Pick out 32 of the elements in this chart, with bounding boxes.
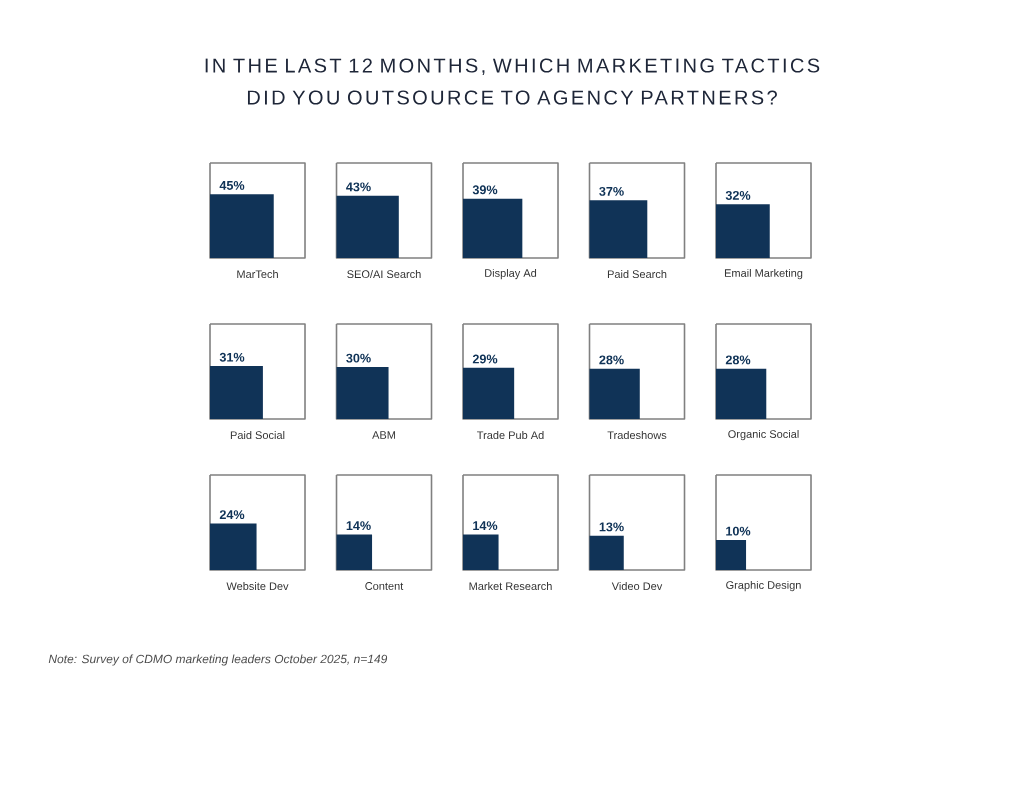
data-label: 24% <box>219 510 245 520</box>
category-label: Content <box>365 582 404 590</box>
category-label: Graphic Design <box>726 580 801 592</box>
category-label: Tradeshows <box>607 430 667 440</box>
category-label: Video Dev <box>611 581 663 591</box>
data-label: 14% <box>346 521 371 531</box>
data-label: 13% <box>599 522 624 532</box>
category-label: Website Dev <box>226 581 289 591</box>
data-label: 29% <box>472 354 498 364</box>
category-label: Paid Search <box>607 269 667 279</box>
data-label: 30% <box>346 353 371 363</box>
data-label: 28% <box>725 355 751 365</box>
category-label: Trade Pub Ad <box>477 430 544 440</box>
data-label: 31% <box>219 352 245 362</box>
category-label: Email Marketing <box>724 268 803 280</box>
text: IN THE LAST 12 MONTHS, WHICH MARKETING TACTICS DID YOU OUTSOURCE TO AGENCY PARTNERS? <box>205 58 820 105</box>
category-label: SEO/AI Search <box>347 269 421 279</box>
data-label: 37% <box>599 186 624 196</box>
text: Note: Survey of CDMO marketing leaders October 2025, n=149 <box>48 654 388 666</box>
category-label: Paid Social <box>230 430 285 440</box>
category-label: ABM <box>372 431 396 439</box>
category-label: Market Research <box>469 581 552 591</box>
data-label: 14% <box>473 521 498 531</box>
data-label: 28% <box>599 355 624 365</box>
category-label: Organic Social <box>728 429 799 441</box>
data-label: 32% <box>725 190 751 200</box>
data-label: 43% <box>346 182 371 192</box>
data-label: 45% <box>219 181 245 190</box>
data-label: 10% <box>726 526 751 536</box>
category-label: MarTech <box>237 269 278 279</box>
data-label: 39% <box>472 185 498 195</box>
category-label: Display Ad <box>485 268 537 280</box>
